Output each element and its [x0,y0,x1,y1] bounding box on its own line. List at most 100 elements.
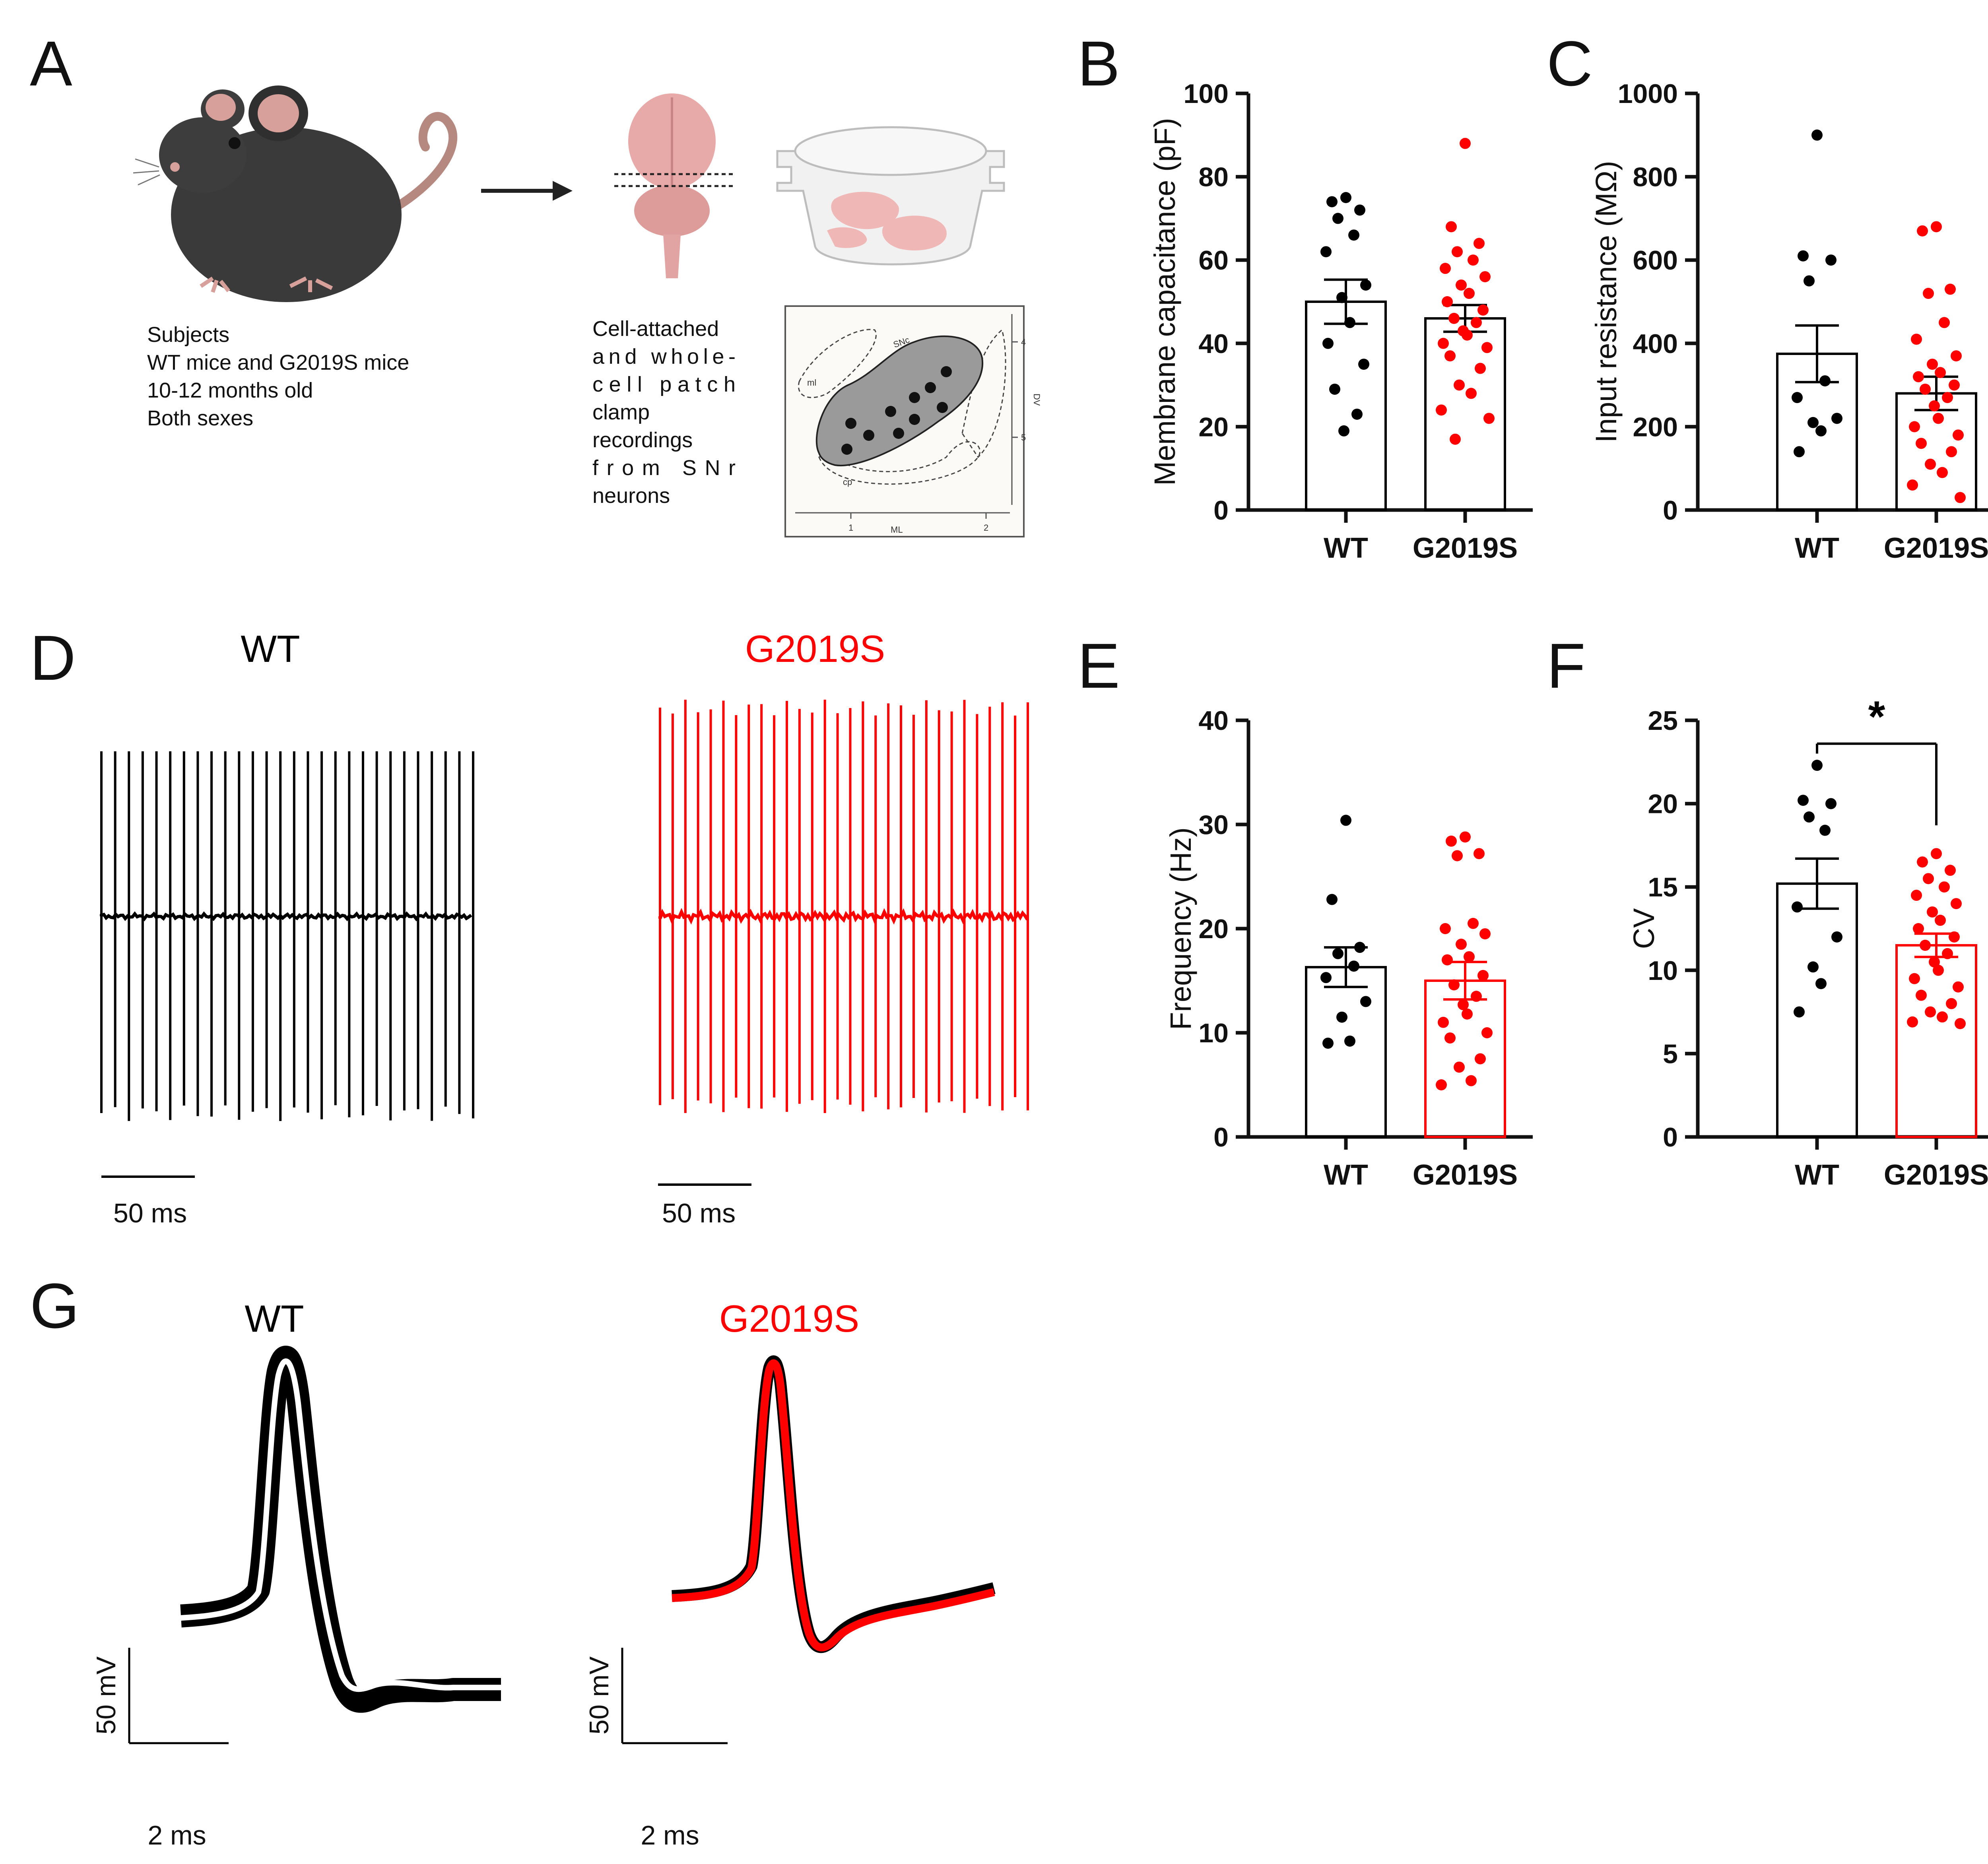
data-point-g2019s [1913,923,1924,934]
y-tick-label: 0 [1663,495,1678,526]
data-point-wt [1344,1035,1355,1047]
atlas-ml-tick-2: 2 [984,523,988,533]
data-point-wt [1360,996,1371,1007]
y-tick-label: 20 [1198,412,1229,442]
data-point-g2019s [1446,221,1457,233]
atlas-inset: SNc ml cp 4 5 DV 1 2 ML [784,305,1042,537]
panel-letter-g: G [30,1270,79,1341]
data-point-g2019s [1945,283,1956,295]
data-point-g2019s [1929,400,1940,411]
data-point-g2019s [1471,991,1482,1002]
data-point-wt [1811,129,1823,141]
y-tick-label: 600 [1633,245,1678,275]
atlas-ml-label: ml [807,378,816,388]
y-tick-label: 1000 [1618,79,1678,109]
y-axis-title: CV [1627,908,1660,949]
bar-wt [1305,966,1387,1138]
data-point-g2019s [1907,1016,1918,1028]
data-point-wt [1354,942,1365,953]
data-point-g2019s [1454,379,1465,391]
bar-wt [1776,882,1858,1138]
atlas-dv-label: DV [1032,394,1042,406]
data-point-g2019s [1483,413,1495,424]
bar-g2019s [1424,317,1506,511]
data-point-g2019s [1446,835,1457,847]
y-tick-label: 10 [1648,956,1678,986]
data-point-g2019s [1937,467,1948,478]
data-point-wt [1815,978,1827,989]
data-point-g2019s [1927,906,1938,918]
data-point-g2019s [1942,392,1953,403]
data-point-g2019s [1955,1018,1966,1029]
data-point-wt [1811,760,1823,771]
atlas-ml-axis-label: ML [891,525,903,535]
y-tick-label: 15 [1648,872,1678,902]
data-point-g2019s [1935,367,1946,378]
data-point-g2019s [1953,429,1964,441]
y-tick-label: 800 [1633,162,1678,192]
data-point-g2019s [1923,288,1934,299]
panel-a: A [30,28,1042,537]
data-point-g2019s [1907,479,1918,491]
data-point-wt [1320,246,1332,258]
y-tick-label: 80 [1198,162,1229,192]
spike-train-g2019s [658,700,1029,1113]
subjects-line-4: Both sexes [147,406,253,430]
data-point-g2019s [1942,948,1953,959]
atlas-dv-tick-4: 4 [1021,337,1026,347]
data-point-g2019s [1939,317,1950,328]
data-point-g2019s [1933,964,1944,976]
subjects-line-2: WT mice and G2019S mice [147,351,409,374]
data-point-g2019s [1442,954,1453,966]
data-point-g2019s [1464,288,1475,299]
y-tick-label: 40 [1198,329,1229,359]
y-tick-label: 20 [1648,789,1678,819]
data-point-wt [1344,317,1355,328]
data-point-g2019s [1460,138,1471,149]
recording-line-5: recordings [592,428,693,452]
atlas-ml-tick-1: 1 [848,523,853,533]
data-point-g2019s [1946,998,1957,1009]
recording-line-2: and whole- [592,345,736,369]
data-point-wt [1794,446,1805,458]
x-tick-label-wt: WT [1795,532,1839,564]
data-point-g2019s [1444,350,1456,362]
data-point-g2019s [1955,492,1966,503]
data-point-wt [1831,413,1842,424]
data-point-g2019s [1438,337,1449,349]
data-point-g2019s [1448,979,1460,991]
recording-line-7: neurons [592,484,670,508]
data-point-wt [1792,392,1803,403]
data-point-g2019s [1462,329,1473,341]
trace-baseline [100,911,472,921]
data-point-g2019s [1481,1027,1493,1038]
data-point-g2019s [1436,1079,1447,1090]
data-point-g2019s [1953,981,1964,993]
x-tick-label-wt: WT [1324,532,1368,564]
data-point-g2019s [1448,312,1460,324]
recording-line-1: Cell-attached [592,317,719,341]
significance-asterisk: * [1868,692,1885,741]
y-tick-label: 20 [1198,914,1229,944]
data-point-wt [1332,213,1343,224]
ap-waveform-wt [180,1346,501,1713]
data-point-g2019s [1460,831,1471,843]
data-point-g2019s [1920,939,1931,951]
data-point-g2019s [1481,342,1493,353]
atlas-dv-tick-5: 5 [1021,433,1026,442]
data-point-g2019s [1464,951,1475,962]
chart-f: 0 5 10 15 20 25 CV WT G2019S * [1627,692,1988,1191]
data-point-wt [1340,815,1351,826]
slice-chamber-icon [776,126,1005,266]
y-tick-label: 10 [1198,1018,1229,1048]
data-point-g2019s [1916,438,1927,449]
scale-label-time-g2019s: 50 ms [662,1198,736,1228]
y-tick-label: 400 [1633,329,1678,359]
data-point-g2019s [1466,1075,1477,1086]
x-tick-label-wt: WT [1324,1159,1368,1191]
scale-label-time-wt: 50 ms [113,1198,187,1228]
data-point-wt [1329,384,1340,395]
data-point-g2019s [1929,956,1940,968]
x-tick-label-wt: WT [1795,1159,1839,1191]
